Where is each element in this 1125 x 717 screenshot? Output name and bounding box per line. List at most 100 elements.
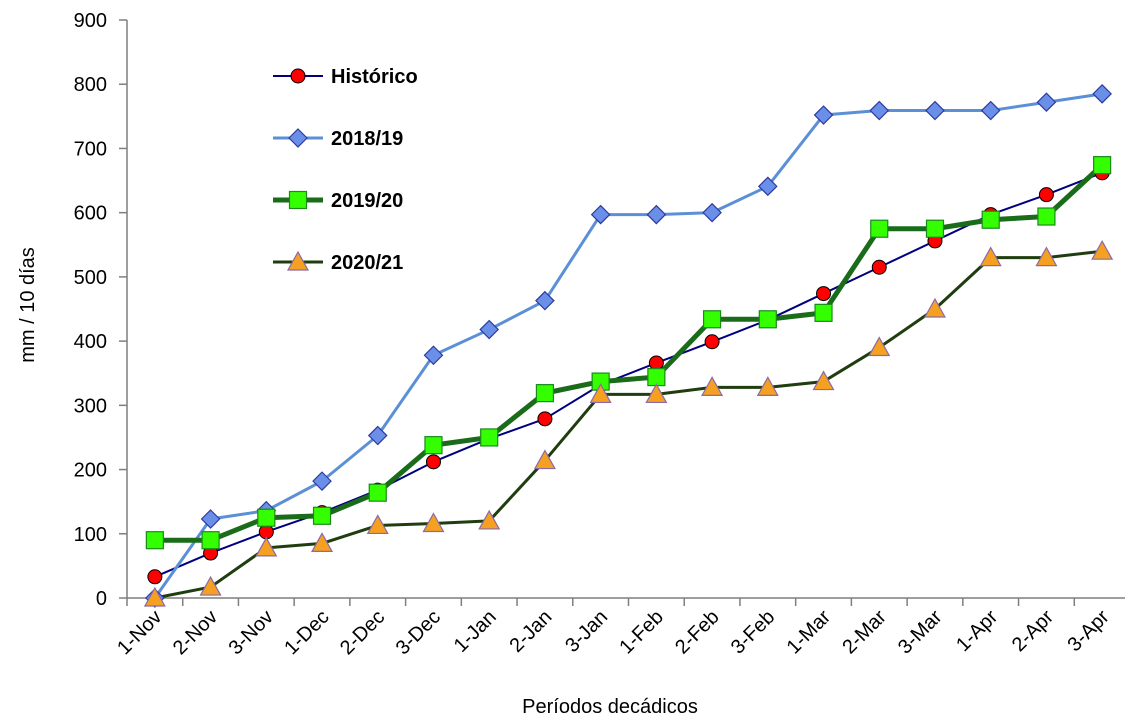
data-point-series-2: [925, 219, 945, 238]
data-point-series-2: [257, 508, 276, 527]
y-tick-label: 800: [74, 74, 107, 96]
legend-label: Histórico: [331, 66, 418, 88]
data-point-series-2: [647, 367, 666, 387]
data-point-series-0: [816, 286, 832, 302]
legend-label: 2020/21: [331, 252, 403, 274]
y-tick-label: 0: [96, 588, 107, 610]
y-axis-title: mm / 10 días: [17, 247, 39, 363]
data-point-series-3: [1035, 246, 1058, 267]
series-markers: [143, 84, 1114, 608]
data-point-series-2: [368, 483, 387, 502]
data-point-series-2: [758, 310, 777, 329]
data-point-series-2: [702, 310, 722, 329]
x-tick-label: 1-Feb: [615, 606, 668, 659]
x-tick-label: 2-Dec: [336, 606, 389, 659]
legend-label: 2018/19: [331, 128, 403, 150]
series-lines: [153, 92, 1104, 600]
x-tick-label: 1-Nov: [113, 606, 166, 659]
y-tick-label: 300: [74, 395, 107, 417]
data-point-series-3: [701, 376, 724, 396]
data-point-series-3: [533, 449, 556, 470]
data-point-series-1: [925, 100, 945, 121]
legend-marker: [290, 68, 306, 84]
legend-label: 2019/20: [331, 190, 403, 212]
data-point-series-3: [143, 586, 166, 607]
data-point-series-3: [422, 512, 445, 533]
data-point-series-1: [869, 100, 890, 121]
data-point-series-1: [702, 202, 722, 223]
data-point-series-2: [424, 436, 443, 455]
legend: Histórico 2018/19 2019/20 2020/21: [273, 66, 418, 274]
data-point-series-1: [312, 471, 332, 491]
data-point-series-2: [981, 210, 1000, 229]
series-line-1: [153, 92, 1103, 599]
y-tick-label: 500: [74, 267, 107, 289]
y-tick-label: 700: [74, 138, 107, 160]
x-tick-label: 1-Dec: [280, 606, 333, 659]
data-point-series-3: [478, 509, 501, 530]
data-point-series-2: [312, 506, 332, 525]
x-tick-label: 3-Nov: [225, 606, 278, 659]
x-tick-label: 3-Mar: [894, 606, 947, 659]
data-point-series-3: [311, 532, 334, 553]
data-point-series-0: [648, 355, 664, 371]
data-point-series-1: [367, 425, 388, 446]
data-point-series-2: [870, 219, 889, 238]
data-point-series-0: [704, 334, 720, 350]
x-tick-label: 2-Mar: [838, 606, 891, 659]
data-point-series-3: [199, 575, 222, 596]
y-tick-label: 600: [74, 203, 107, 225]
data-point-series-0: [1038, 187, 1054, 203]
data-point-series-3: [923, 297, 946, 318]
data-point-series-2: [1037, 207, 1056, 226]
data-point-series-1: [590, 204, 611, 225]
data-point-series-0: [871, 259, 887, 275]
x-tick-label: 2-Jan: [506, 606, 557, 657]
data-point-series-3: [756, 376, 779, 396]
data-point-series-2: [535, 384, 555, 403]
x-tick-label: 1-Mar: [783, 606, 836, 659]
data-point-series-1: [200, 509, 221, 529]
x-tick-label: 3-Feb: [727, 606, 780, 659]
data-point-series-1: [1036, 92, 1057, 113]
y-tick-label: 900: [74, 10, 107, 32]
data-point-series-2: [1093, 156, 1112, 175]
data-point-series-0: [147, 569, 163, 585]
data-point-series-3: [868, 336, 891, 357]
data-point-series-3: [255, 536, 278, 557]
data-point-series-1: [535, 290, 555, 311]
data-point-series-1: [646, 204, 667, 225]
data-point-series-3: [645, 383, 668, 404]
x-tick-label: 2-Apr: [1008, 606, 1058, 656]
data-point-series-1: [479, 319, 500, 340]
data-point-series-2: [201, 531, 220, 550]
series-line-3: [154, 249, 1103, 600]
data-point-series-1: [757, 176, 778, 197]
data-point-series-2: [480, 428, 499, 447]
data-point-series-1: [813, 105, 834, 125]
data-point-series-0: [425, 454, 441, 470]
data-point-series-1: [1092, 84, 1112, 104]
legend-marker: [288, 128, 308, 148]
data-point-series-3: [812, 370, 835, 391]
legend-marker: [288, 190, 308, 210]
y-tick-label: 400: [74, 331, 107, 353]
x-tick-label: 3-Apr: [1064, 606, 1114, 656]
data-point-series-0: [537, 411, 553, 427]
data-point-series-3: [366, 514, 389, 535]
data-point-series-3: [1091, 239, 1114, 260]
y-tick-label: 200: [74, 460, 107, 482]
x-tick-label: 2-Feb: [671, 606, 724, 659]
x-tick-label: 1-Apr: [952, 606, 1002, 656]
legend-marker: [286, 250, 310, 271]
x-axis-title: Períodos decádicos: [522, 696, 698, 717]
data-point-series-3: [979, 246, 1002, 267]
data-point-series-2: [814, 303, 833, 322]
y-tick-label: 100: [74, 524, 107, 546]
x-tick-label: 2-Nov: [169, 606, 222, 659]
data-point-series-1: [980, 100, 1001, 121]
x-tick-label: 3-Jan: [561, 606, 612, 657]
series-line-2: [154, 163, 1104, 543]
